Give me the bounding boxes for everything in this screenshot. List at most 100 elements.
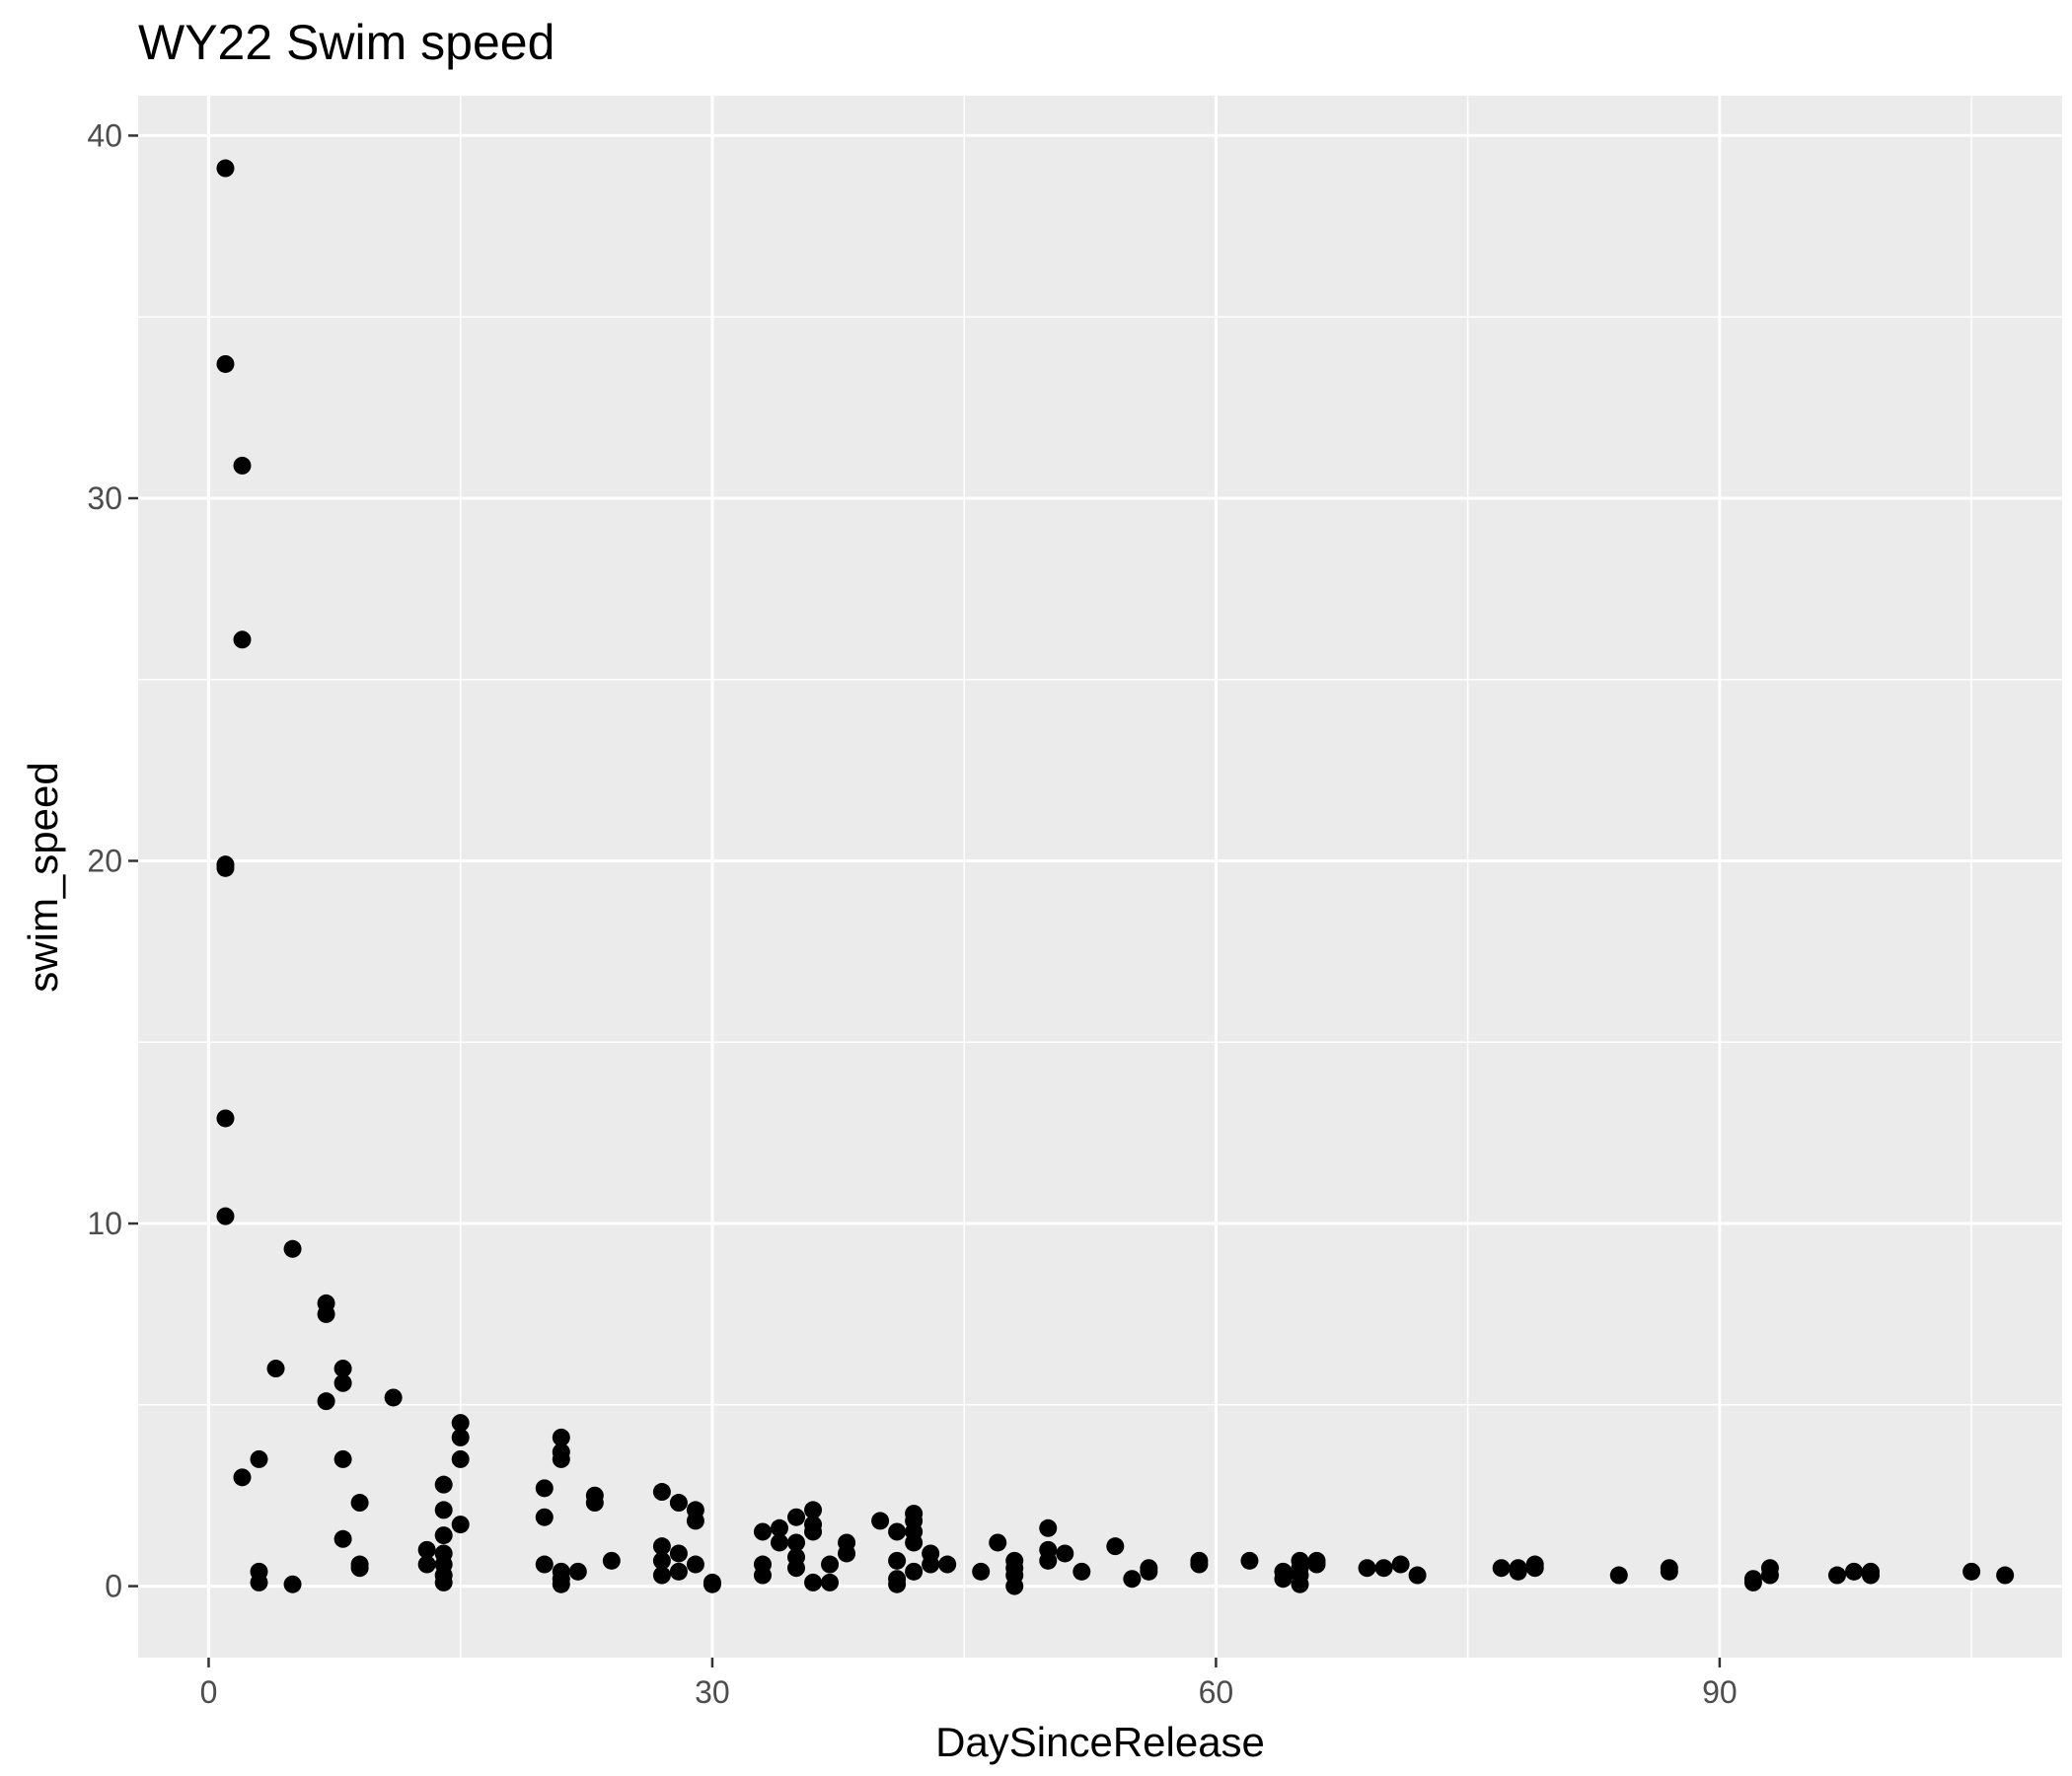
data-point <box>1609 1566 1628 1585</box>
data-point <box>250 1449 268 1468</box>
x-tick-label: 30 <box>695 1674 730 1710</box>
data-point <box>333 1360 352 1378</box>
data-point <box>686 1512 704 1530</box>
y-axis: 0 10 20 30 40 <box>87 117 138 1604</box>
data-point <box>703 1575 721 1593</box>
data-point <box>1827 1566 1846 1585</box>
data-point <box>669 1562 688 1581</box>
data-point <box>1039 1551 1058 1570</box>
data-point <box>905 1562 924 1581</box>
data-point <box>333 1449 352 1468</box>
x-axis: 0 30 60 90 <box>200 1658 1738 1710</box>
data-point <box>652 1483 671 1502</box>
data-point <box>535 1479 554 1498</box>
data-point <box>350 1494 369 1513</box>
data-point <box>384 1388 403 1407</box>
data-point <box>1408 1566 1427 1585</box>
data-point <box>1039 1518 1058 1537</box>
data-point <box>1374 1559 1393 1578</box>
minor-gridlines <box>138 96 2062 1658</box>
data-point <box>602 1551 621 1570</box>
data-point <box>266 1360 285 1378</box>
data-point <box>1509 1562 1527 1581</box>
data-point <box>871 1512 890 1530</box>
data-point <box>1525 1559 1544 1578</box>
data-point <box>451 1516 470 1534</box>
data-point <box>1660 1562 1678 1581</box>
data-point <box>233 1468 252 1487</box>
data-point <box>652 1537 671 1556</box>
data-point <box>552 1449 570 1468</box>
data-point <box>233 630 252 649</box>
data-point <box>838 1544 856 1563</box>
data-point <box>1862 1566 1881 1585</box>
data-point <box>1307 1555 1326 1574</box>
data-point <box>216 1207 235 1225</box>
data-point <box>652 1551 671 1570</box>
data-point <box>317 1392 335 1411</box>
data-point <box>669 1544 688 1563</box>
data-point <box>434 1526 453 1545</box>
data-point <box>787 1533 806 1552</box>
data-point <box>1140 1562 1158 1581</box>
data-point <box>1962 1562 1981 1581</box>
data-point <box>283 1239 302 1258</box>
x-tick-label: 60 <box>1199 1674 1234 1710</box>
data-point <box>972 1562 991 1581</box>
data-point <box>888 1522 907 1541</box>
data-point <box>804 1501 823 1519</box>
data-point <box>787 1508 806 1526</box>
data-point <box>669 1494 688 1513</box>
data-point <box>787 1559 806 1578</box>
data-points <box>216 159 2015 1595</box>
y-tick-label: 30 <box>87 481 122 516</box>
data-point <box>216 354 235 373</box>
data-point <box>417 1555 436 1574</box>
data-point <box>989 1533 1007 1552</box>
data-point <box>652 1566 671 1585</box>
plot-panel <box>138 96 2062 1658</box>
data-point <box>1240 1551 1259 1570</box>
data-point <box>888 1575 907 1593</box>
chart-title: WY22 Swim speed <box>138 15 555 70</box>
data-point <box>434 1573 453 1591</box>
data-point <box>1073 1562 1091 1581</box>
data-point <box>821 1555 840 1574</box>
data-point <box>1391 1555 1410 1574</box>
x-axis-title: DaySinceRelease <box>935 1719 1265 1765</box>
data-point <box>451 1414 470 1433</box>
data-point <box>350 1559 369 1578</box>
y-tick-label: 0 <box>105 1569 122 1604</box>
data-point <box>568 1562 587 1581</box>
data-point <box>1106 1537 1125 1556</box>
data-point <box>888 1551 907 1570</box>
data-point <box>1358 1559 1376 1578</box>
data-point <box>250 1573 268 1591</box>
data-point <box>686 1555 704 1574</box>
data-point <box>938 1555 957 1574</box>
data-point <box>535 1508 554 1526</box>
data-point <box>333 1529 352 1548</box>
data-point <box>417 1540 436 1559</box>
data-point <box>585 1494 604 1513</box>
data-point <box>1291 1575 1309 1593</box>
data-point <box>283 1575 302 1593</box>
data-point <box>233 456 252 475</box>
data-point <box>1123 1570 1142 1589</box>
y-tick-label: 40 <box>87 117 122 153</box>
data-point <box>451 1449 470 1468</box>
y-axis-title: swim_speed <box>20 762 66 992</box>
x-tick-label: 0 <box>200 1674 218 1710</box>
data-point <box>804 1522 823 1541</box>
data-point <box>753 1566 772 1585</box>
y-tick-label: 10 <box>87 1206 122 1241</box>
data-point <box>535 1555 554 1574</box>
data-point <box>317 1304 335 1323</box>
data-point <box>922 1555 940 1574</box>
data-point <box>1845 1562 1864 1581</box>
data-point <box>771 1518 788 1537</box>
major-gridlines <box>138 96 2062 1658</box>
data-point <box>1005 1577 1024 1595</box>
data-point <box>552 1428 570 1446</box>
